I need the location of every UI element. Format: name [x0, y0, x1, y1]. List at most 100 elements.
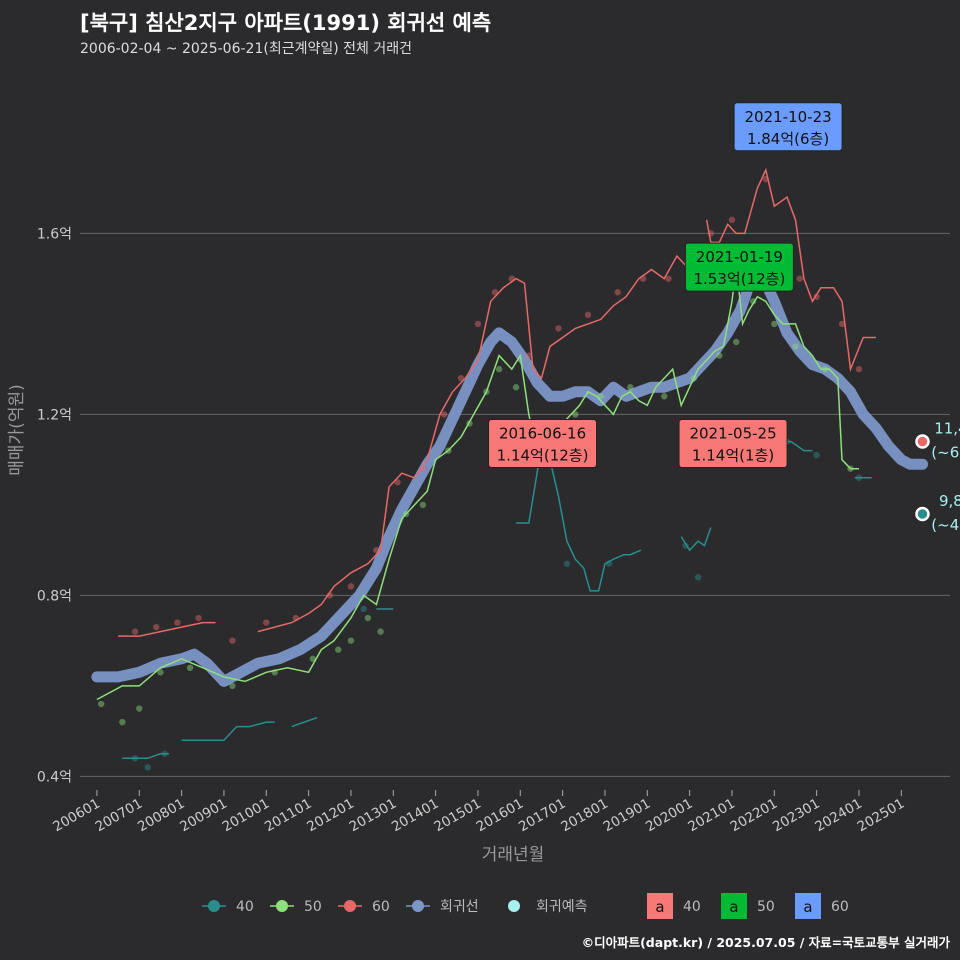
x-tick-label: 202201 [728, 796, 781, 836]
data-point-60 [525, 352, 532, 359]
legend: 40 50 60 회귀선 회귀예측 a 40 a 50 a 60 [202, 893, 849, 919]
legend-key-dot [344, 900, 356, 912]
data-point-50 [271, 669, 278, 676]
data-point-60 [555, 325, 562, 332]
data-point-50 [157, 669, 164, 676]
x-tick-labels: 2006012007012008012009012010012011012012… [50, 790, 907, 835]
annotation-box [684, 242, 794, 292]
y-tick-label: 0.8억 [37, 588, 72, 604]
data-point-50 [771, 320, 778, 328]
data-point-50 [309, 655, 317, 662]
data-point-60 [813, 293, 820, 300]
legend-label-glyph: a [729, 898, 738, 916]
data-point-50 [716, 352, 723, 359]
data-point-60 [394, 479, 401, 486]
data-point-40 [605, 560, 613, 567]
series-lines [91, 167, 928, 760]
data-point-40 [813, 451, 820, 459]
annotations: 2016-06-16 1.14억(12층) 2021-05-25 1.14억(1층) 2… [488, 102, 843, 469]
x-tick-label: 201401 [389, 796, 442, 836]
data-point-40 [360, 605, 367, 613]
forecast-point-40 [915, 506, 930, 522]
data-point-50 [661, 393, 668, 400]
data-point-40 [682, 542, 689, 549]
forecast-point-60 [915, 434, 930, 449]
data-point-60 [838, 320, 846, 328]
forecast-markers: 11,400 (~60㎡) 9,800 (~40㎡) [915, 420, 960, 534]
footer-credit: ©디아파트(dapt.kr) / 2025.07.05 / 자료=국토교통부 실… [582, 935, 951, 950]
data-point-50 [733, 338, 740, 346]
data-point-50 [792, 343, 799, 350]
data-point-60 [153, 623, 160, 631]
data-point-60 [263, 619, 270, 626]
annotation-date: 2021-05-25 [689, 425, 776, 443]
data-point-60 [292, 614, 300, 622]
y-tick-label: 1.6억 [37, 226, 72, 242]
annotation-value: 1.53억(12층) [694, 270, 786, 288]
data-point-50 [495, 365, 503, 373]
data-point-50 [445, 447, 452, 454]
forecast-area: (~60㎡) [931, 444, 960, 462]
data-point-50 [466, 420, 473, 427]
annotation-box [678, 419, 788, 469]
legend-label-glyph: a [655, 898, 664, 916]
data-point-50 [97, 700, 105, 708]
legend-label: 60 [831, 899, 849, 915]
legend-label: 회귀예측 [536, 899, 588, 915]
annotation-value: 1.14억(12층) [497, 447, 589, 465]
annotation-box [488, 419, 598, 469]
data-point-60 [508, 275, 516, 282]
data-point-60 [373, 546, 380, 554]
data-point-50 [572, 411, 579, 418]
legend-label: 50 [304, 899, 322, 915]
data-point-50 [847, 465, 854, 472]
legend-key-dot [208, 900, 220, 912]
legend-label: 회귀선 [440, 899, 479, 915]
data-point-60 [665, 275, 672, 282]
data-point-50 [364, 614, 372, 622]
data-point-50 [821, 365, 829, 373]
annotation-date: 2021-01-19 [696, 248, 783, 266]
x-tick-label: 202101 [685, 796, 738, 836]
legend-key-dot [276, 900, 288, 912]
y-tick-label: 1.2억 [37, 407, 72, 423]
y-tick-label: 0.4억 [37, 769, 72, 785]
data-point-50 [512, 384, 520, 391]
data-point-60 [639, 275, 647, 282]
x-tick-label: 201701 [516, 796, 569, 836]
data-point-60 [796, 275, 803, 282]
data-point-60 [440, 411, 448, 418]
data-point-50 [402, 510, 410, 518]
annotation-value: 1.84억(6층) [747, 130, 829, 148]
data-point-50 [377, 628, 384, 635]
data-point-50 [335, 646, 342, 653]
series-line-40 [122, 436, 872, 760]
data-point-50 [119, 718, 126, 726]
data-point-50 [597, 393, 604, 400]
data-point-40 [131, 755, 139, 762]
data-point-50 [136, 705, 143, 712]
data-point-40 [694, 574, 702, 581]
x-tick-label: 200701 [93, 796, 146, 836]
data-point-60 [419, 465, 427, 472]
forecast-area: (~40㎡) [931, 516, 960, 534]
data-point-50 [229, 682, 236, 690]
data-point-60 [229, 637, 236, 644]
x-tick-label: 202001 [643, 796, 696, 836]
x-tick-label: 202401 [812, 796, 865, 836]
legend-label-key [721, 893, 747, 919]
data-point-60 [174, 619, 181, 626]
data-point-50 [419, 501, 427, 509]
data-point-60 [347, 583, 355, 590]
x-tick-label: 201901 [601, 796, 654, 836]
data-point-60 [326, 592, 333, 599]
forecast-price: 11,400 [934, 420, 960, 438]
grid-lines [80, 232, 950, 777]
annotation-date: 2016-06-16 [499, 425, 586, 443]
data-point-50 [627, 384, 634, 391]
data-point-40 [161, 750, 168, 757]
data-point-60 [855, 365, 863, 373]
data-point-50 [347, 637, 355, 644]
data-point-60 [762, 175, 770, 183]
